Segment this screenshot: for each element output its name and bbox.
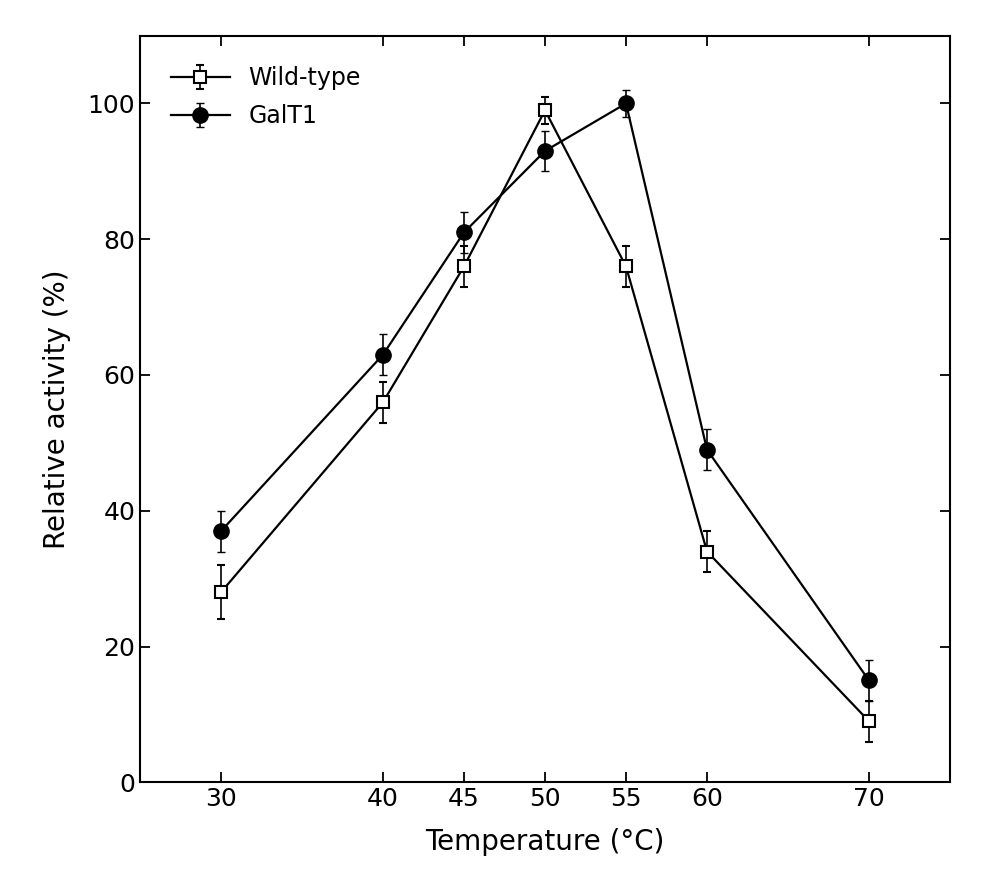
Legend: Wild-type, GalT1: Wild-type, GalT1 [152, 47, 380, 148]
Y-axis label: Relative activity (%): Relative activity (%) [43, 269, 71, 549]
X-axis label: Temperature (°C): Temperature (°C) [425, 828, 665, 856]
